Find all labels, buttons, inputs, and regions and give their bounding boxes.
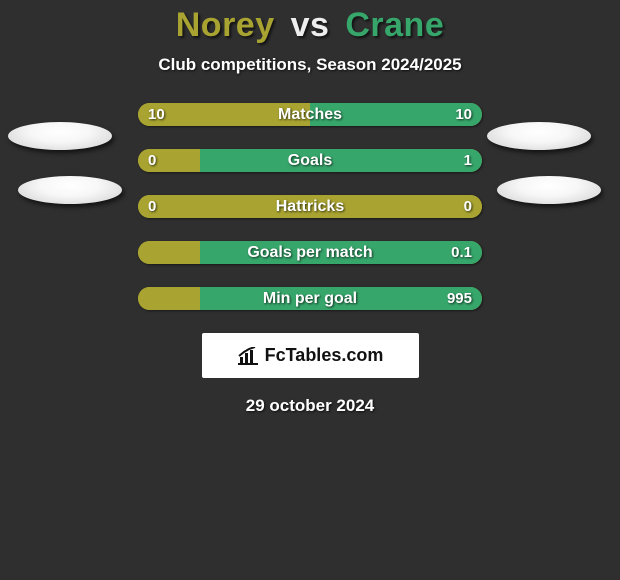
bar-chart-icon — [237, 347, 259, 365]
title-player1: Norey — [176, 6, 275, 44]
stat-row: 0.1Goals per match — [138, 241, 482, 264]
stat-row: 995Min per goal — [138, 287, 482, 310]
stat-label: Matches — [138, 103, 482, 126]
title-vs: vs — [291, 6, 330, 44]
brand-box[interactable]: FcTables.com — [202, 333, 419, 378]
stat-label: Min per goal — [138, 287, 482, 310]
stat-row: 1010Matches — [138, 103, 482, 126]
stat-row: 00Hattricks — [138, 195, 482, 218]
avatar-left-bottom — [18, 176, 122, 204]
stat-label: Goals per match — [138, 241, 482, 264]
page-title: Norey vs Crane — [0, 0, 620, 45]
date-text: 29 october 2024 — [0, 396, 620, 416]
stat-label: Goals — [138, 149, 482, 172]
avatar-right-bottom — [497, 176, 601, 204]
stat-label: Hattricks — [138, 195, 482, 218]
avatar-left-top — [8, 122, 112, 150]
brand-text: FcTables.com — [265, 345, 384, 366]
stat-row: 01Goals — [138, 149, 482, 172]
title-player2: Crane — [345, 6, 444, 44]
avatar-right-top — [487, 122, 591, 150]
stat-rows: 1010Matches 01Goals 00Hattricks 0.1Goals pe… — [138, 103, 482, 310]
subtitle: Club competitions, Season 2024/2025 — [0, 55, 620, 75]
